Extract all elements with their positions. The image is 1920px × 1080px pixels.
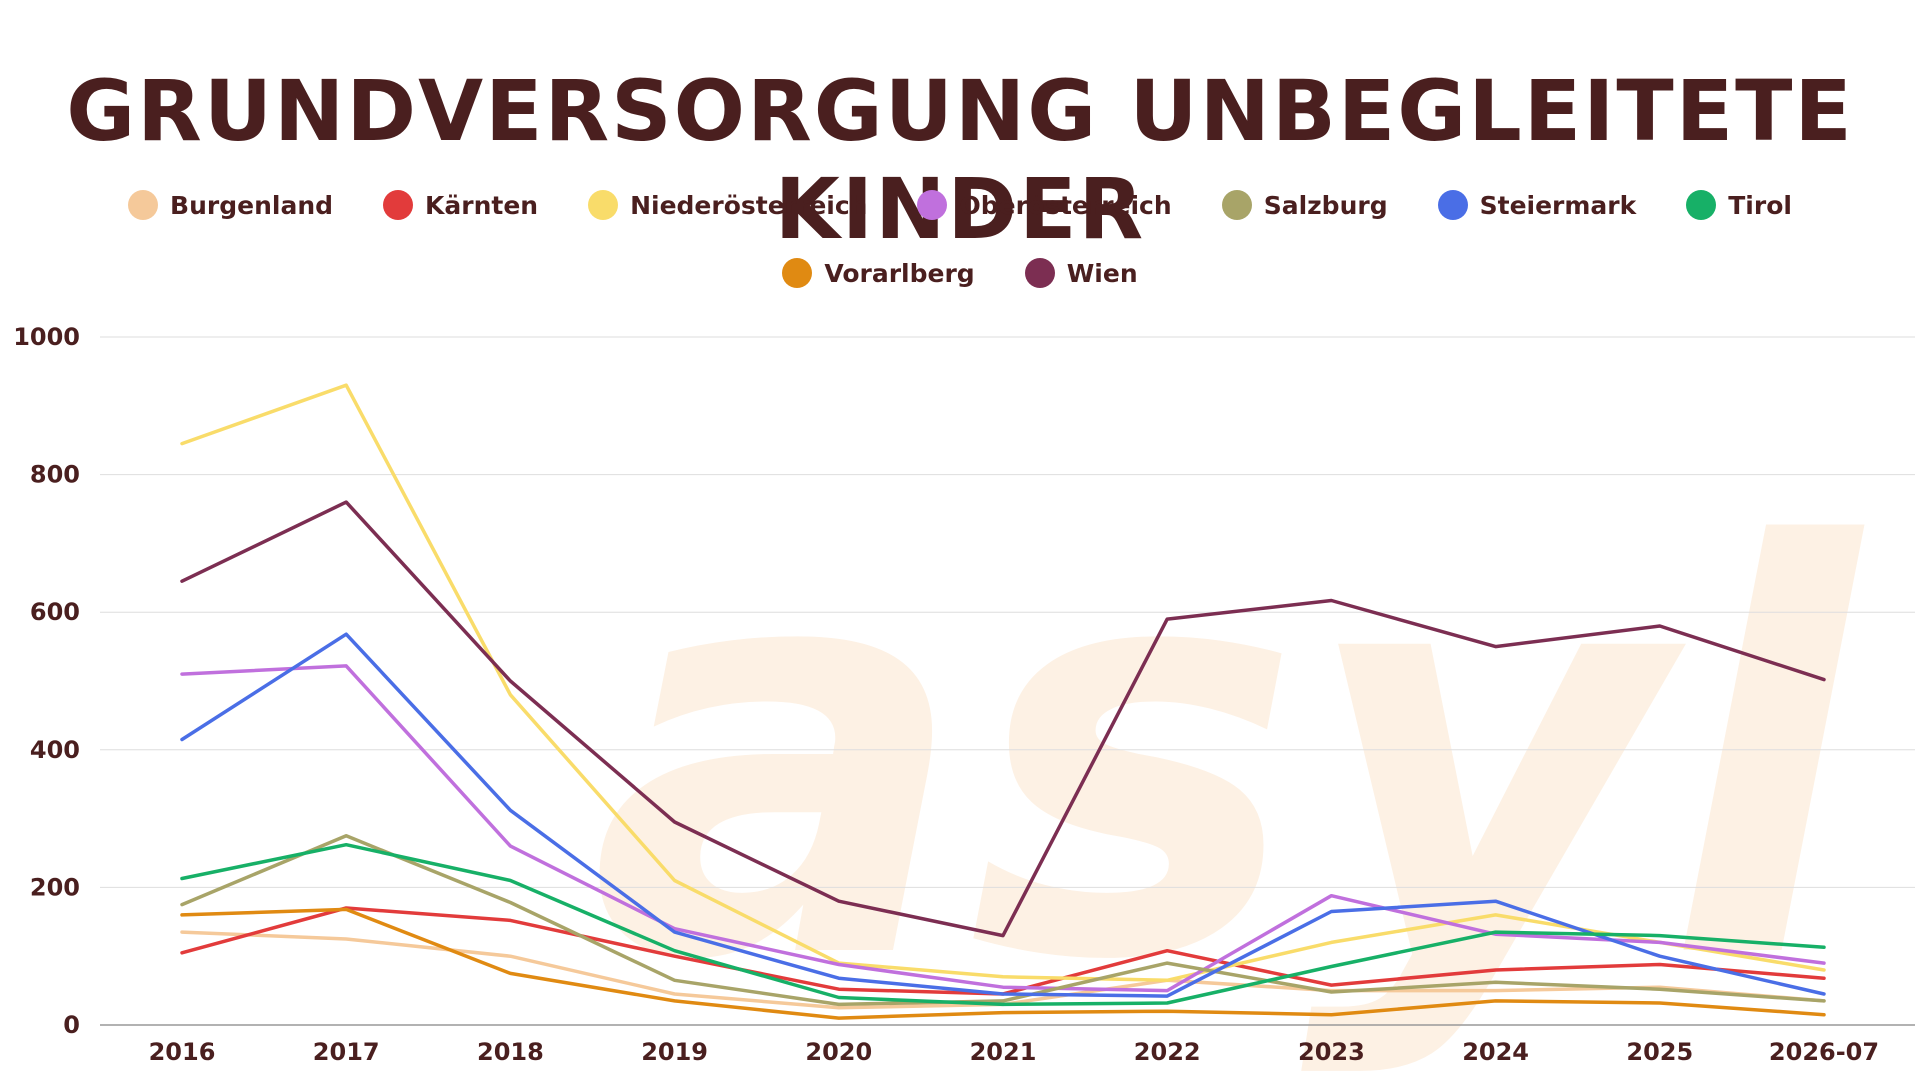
series-line-salzburg <box>180 834 1826 1007</box>
legend-label: Tirol <box>1728 190 1792 220</box>
legend-swatch <box>782 258 813 288</box>
legend: Burgenland Kärnten Niederösterreich Oberöst… <box>80 190 1840 288</box>
legend-item[interactable]: Oberösterreich <box>917 190 1172 220</box>
legend-swatch <box>917 190 948 220</box>
legend-item[interactable]: Niederösterreich <box>588 190 867 220</box>
legend-label: Kärnten <box>425 190 539 220</box>
series-line-steiermark <box>180 632 1826 998</box>
legend-item[interactable]: Salzburg <box>1221 190 1388 220</box>
legend-label: Wien <box>1066 258 1138 288</box>
legend-label: Salzburg <box>1263 190 1388 220</box>
legend-label: Niederösterreich <box>630 190 868 220</box>
y-tick-label: 400 <box>30 736 80 764</box>
x-tick-label: 2021 <box>970 1038 1037 1066</box>
legend-item[interactable]: Steiermark <box>1437 190 1637 220</box>
series-line-wien <box>180 500 1826 938</box>
legend-item[interactable]: Vorarlberg <box>782 258 975 288</box>
legend-label: Oberösterreich <box>959 190 1172 220</box>
legend-label: Burgenland <box>170 190 334 220</box>
legend-label: Vorarlberg <box>824 258 975 288</box>
x-tick-label: 2022 <box>1134 1038 1201 1066</box>
series-line-vorarlberg <box>180 907 1826 1020</box>
legend-swatch <box>1221 190 1252 220</box>
x-tick-label: 2020 <box>805 1038 872 1066</box>
legend-swatch <box>1024 258 1055 288</box>
series-line-niederösterreich <box>180 383 1826 983</box>
x-tick-label: 2017 <box>313 1038 380 1066</box>
legend-swatch <box>588 190 619 220</box>
x-tick-label: 2018 <box>477 1038 544 1066</box>
y-tick-label: 200 <box>30 873 80 901</box>
y-tick-label: 0 <box>63 1011 80 1039</box>
x-tick-label: 2019 <box>641 1038 708 1066</box>
x-tick-label: 2023 <box>1298 1038 1365 1066</box>
chart-title: GRUNDVERSORGUNG UNBEGLEITETE KINDER <box>66 62 1854 258</box>
watermark-text: asyl <box>590 431 1868 1080</box>
legend-swatch <box>1437 190 1468 220</box>
legend-item[interactable]: Burgenland <box>128 190 333 220</box>
x-tick-label: 2025 <box>1626 1038 1693 1066</box>
legend-item[interactable]: Wien <box>1024 258 1138 288</box>
y-tick-label: 1000 <box>13 323 80 351</box>
series-line-tirol <box>180 842 1826 1007</box>
legend-label: Steiermark <box>1479 190 1637 220</box>
x-tick-label: 2024 <box>1462 1038 1529 1066</box>
y-tick-label: 600 <box>30 598 80 626</box>
legend-swatch <box>383 190 414 220</box>
y-tick-label: 800 <box>30 461 80 489</box>
legend-swatch <box>1686 190 1717 220</box>
legend-swatch <box>128 190 159 220</box>
legend-item[interactable]: Tirol <box>1686 190 1792 220</box>
x-tick-label: 2016 <box>149 1038 216 1066</box>
x-tick-label: 2026-07 <box>1769 1038 1879 1066</box>
legend-item[interactable]: Kärnten <box>383 190 538 220</box>
series-line-oberösterreich <box>180 664 1826 993</box>
